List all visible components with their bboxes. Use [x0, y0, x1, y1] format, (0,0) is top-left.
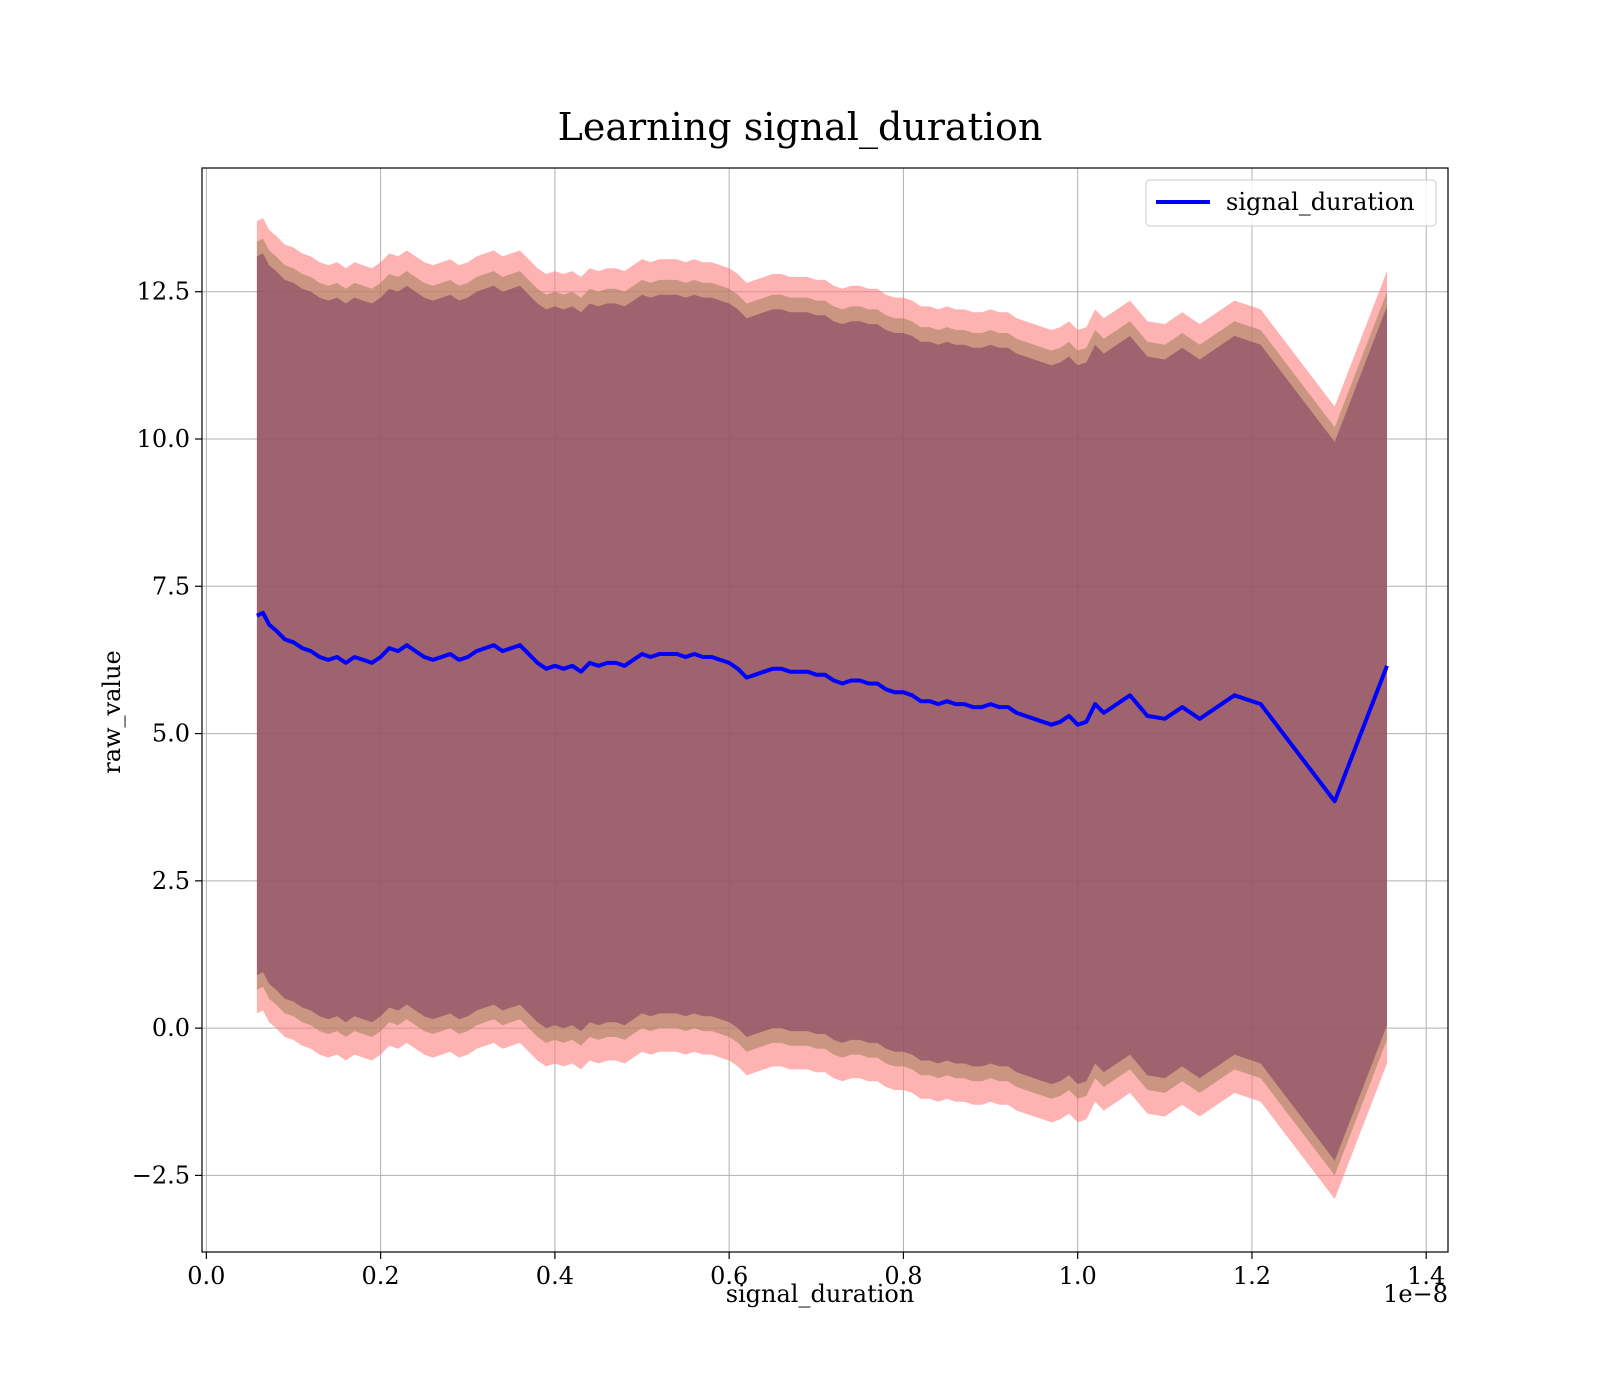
series-line-signal-duration	[256, 610, 1389, 804]
x-axis-label: signal_duration	[726, 1280, 915, 1308]
x-tick-label: 0.0	[187, 1262, 225, 1290]
y-tick-label: 2.5	[152, 867, 190, 895]
x-tick-label: 1.0	[1059, 1262, 1097, 1290]
y-tick-label: 7.5	[152, 572, 190, 600]
x-scale-label: 1e−8	[1383, 1280, 1448, 1308]
band-layer	[256, 218, 1387, 1200]
legend-label: signal_duration	[1226, 188, 1415, 216]
y-tick-label: −2.5	[132, 1161, 190, 1189]
confidence-band-3	[256, 253, 1387, 1161]
x-tick-label: 1.2	[1233, 1262, 1271, 1290]
plot-frame	[201, 167, 1449, 1253]
x-tick-label: 0.2	[362, 1262, 400, 1290]
series-layer	[256, 610, 1389, 804]
x-tick-label: 0.6	[710, 1262, 748, 1290]
x-tick-label: 0.8	[884, 1262, 922, 1290]
tick-layer: 0.0 0.2 0.4 0.6 0.8 1.0 1.2 1.4 −2.5 0.0 2.5 5.0 7.5…	[132, 278, 1446, 1290]
y-tick-label: 5.0	[152, 720, 190, 748]
x-tick-label: 0.4	[536, 1262, 574, 1290]
y-tick-label: 10.0	[137, 425, 190, 453]
legend: signal_duration	[1145, 179, 1437, 227]
y-tick-label: 0.0	[152, 1014, 190, 1042]
legend-box	[1145, 179, 1437, 227]
y-axis-label: raw_value	[98, 650, 126, 774]
chart-title: Learning signal_duration	[558, 105, 1043, 150]
y-tick-label: 12.5	[137, 278, 190, 306]
x-tick-label: 1.4	[1407, 1262, 1445, 1290]
